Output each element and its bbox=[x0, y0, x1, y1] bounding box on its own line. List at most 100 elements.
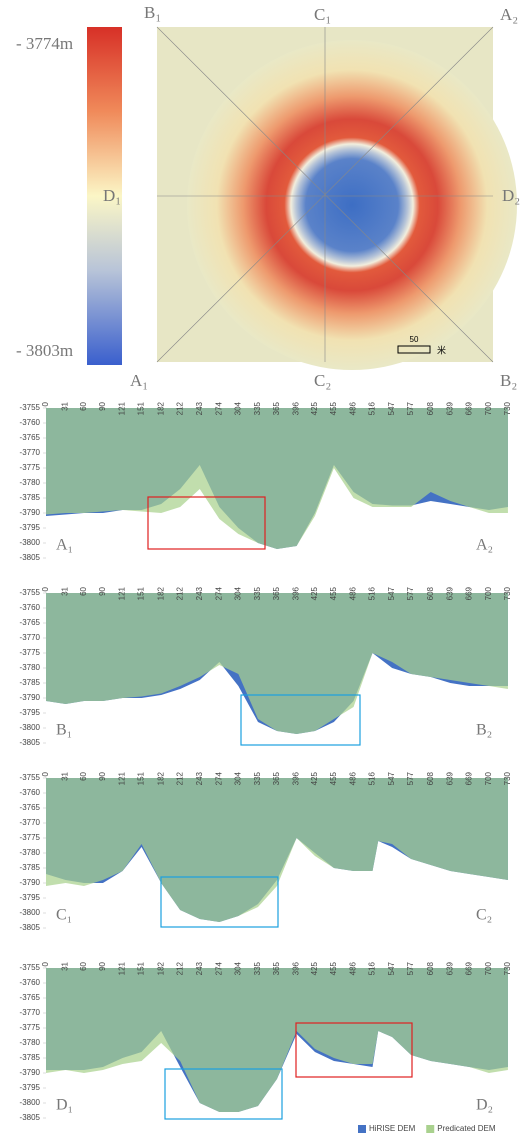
x-tick-label: 274 bbox=[214, 586, 223, 600]
y-tick-label: -3795 bbox=[20, 893, 41, 902]
x-tick-label: 365 bbox=[272, 401, 281, 415]
colorbar-max: - 3774m bbox=[16, 34, 73, 53]
y-tick-label: -3795 bbox=[20, 708, 41, 717]
area-series bbox=[46, 408, 508, 549]
x-tick-label: 0 bbox=[41, 961, 50, 966]
x-tick-label: 151 bbox=[137, 586, 146, 600]
x-tick-label: 212 bbox=[175, 586, 184, 600]
x-tick-label: 182 bbox=[156, 586, 165, 600]
x-tick-label: 0 bbox=[41, 771, 50, 776]
x-tick-label: 577 bbox=[406, 771, 415, 785]
y-tick-label: -3775 bbox=[20, 648, 41, 657]
x-tick-label: 669 bbox=[464, 961, 473, 975]
x-tick-label: 243 bbox=[195, 401, 204, 415]
x-tick-label: 425 bbox=[310, 586, 319, 600]
x-tick-label: 182 bbox=[156, 771, 165, 785]
y-tick-label: -3765 bbox=[20, 433, 41, 442]
x-tick-label: 547 bbox=[387, 771, 396, 785]
profile-end-label: B₂ bbox=[476, 722, 492, 739]
x-tick-label: 243 bbox=[195, 771, 204, 785]
legend-swatch bbox=[426, 1125, 434, 1133]
x-tick-label: 212 bbox=[175, 961, 184, 975]
x-tick-label: 151 bbox=[137, 401, 146, 415]
x-tick-label: 60 bbox=[79, 401, 88, 410]
x-tick-label: 121 bbox=[118, 401, 127, 415]
x-tick-label: 639 bbox=[445, 771, 454, 785]
legend-swatch bbox=[358, 1125, 366, 1133]
x-tick-label: 365 bbox=[272, 961, 281, 975]
x-tick-label: 639 bbox=[445, 586, 454, 600]
x-tick-label: 304 bbox=[233, 401, 242, 415]
y-tick-label: -3790 bbox=[20, 693, 41, 702]
x-tick-label: 577 bbox=[406, 401, 415, 415]
y-tick-label: -3755 bbox=[20, 773, 41, 782]
x-tick-label: 730 bbox=[503, 961, 512, 975]
x-tick-label: 669 bbox=[464, 586, 473, 600]
x-tick-label: 121 bbox=[118, 961, 127, 975]
x-tick-label: 31 bbox=[61, 401, 70, 410]
y-tick-label: -3800 bbox=[20, 723, 41, 732]
y-tick-label: -3760 bbox=[20, 978, 41, 987]
area-series bbox=[46, 968, 508, 1112]
y-tick-label: -3790 bbox=[20, 878, 41, 887]
point-label: A₂ bbox=[500, 5, 518, 24]
x-tick-label: 700 bbox=[484, 401, 493, 415]
x-tick-label: 700 bbox=[484, 771, 493, 785]
x-tick-label: 486 bbox=[349, 586, 358, 600]
x-tick-label: 639 bbox=[445, 401, 454, 415]
x-tick-label: 304 bbox=[233, 961, 242, 975]
x-tick-label: 455 bbox=[329, 961, 338, 975]
profile-charts: -3755 -3760 -3765 -3770 -3775 -3780 -3785 -3790… bbox=[20, 401, 513, 1133]
y-tick-label: -3780 bbox=[20, 663, 41, 672]
colorbar-min: - 3803m bbox=[16, 341, 73, 360]
y-tick-label: -3770 bbox=[20, 448, 41, 457]
profile-start-label: D₁ bbox=[56, 1097, 73, 1114]
x-tick-label: 516 bbox=[368, 586, 377, 600]
y-tick-label: -3805 bbox=[20, 1113, 41, 1122]
point-label: C₂ bbox=[314, 371, 331, 390]
x-tick-label: 335 bbox=[253, 771, 262, 785]
y-tick-label: -3795 bbox=[20, 1083, 41, 1092]
y-tick-label: -3770 bbox=[20, 633, 41, 642]
x-tick-label: 730 bbox=[503, 586, 512, 600]
y-tick-label: -3795 bbox=[20, 523, 41, 532]
x-tick-label: 182 bbox=[156, 401, 165, 415]
y-tick-label: -3770 bbox=[20, 818, 41, 827]
x-tick-label: 608 bbox=[426, 401, 435, 415]
x-tick-label: 577 bbox=[406, 961, 415, 975]
x-tick-label: 547 bbox=[387, 586, 396, 600]
y-tick-label: -3790 bbox=[20, 1068, 41, 1077]
x-tick-label: 60 bbox=[79, 961, 88, 970]
point-label: D₂ bbox=[502, 186, 520, 205]
x-tick-label: 274 bbox=[214, 401, 223, 415]
y-tick-label: -3775 bbox=[20, 833, 41, 842]
x-tick-label: 335 bbox=[253, 586, 262, 600]
point-label: A₁ bbox=[130, 371, 148, 390]
x-tick-label: 31 bbox=[61, 771, 70, 780]
point-label: C₁ bbox=[314, 5, 331, 24]
x-tick-label: 425 bbox=[310, 401, 319, 415]
point-label: D₁ bbox=[103, 186, 121, 205]
x-tick-label: 486 bbox=[349, 401, 358, 415]
y-tick-label: -3770 bbox=[20, 1008, 41, 1017]
point-label: B₁ bbox=[144, 3, 161, 22]
x-tick-label: 31 bbox=[61, 961, 70, 970]
x-tick-label: 335 bbox=[253, 961, 262, 975]
x-tick-label: 212 bbox=[175, 401, 184, 415]
x-tick-label: 669 bbox=[464, 771, 473, 785]
y-tick-label: -3775 bbox=[20, 1023, 41, 1032]
y-tick-label: -3755 bbox=[20, 403, 41, 412]
figure: - 3774m - 3803m 50 米 B₁ C₁ A₂ D₁ D₂ A₁ C… bbox=[0, 0, 526, 1137]
profile-end-label: D₂ bbox=[476, 1097, 493, 1114]
y-tick-label: -3780 bbox=[20, 1038, 41, 1047]
x-tick-label: 90 bbox=[98, 586, 107, 595]
y-tick-label: -3760 bbox=[20, 603, 41, 612]
crater bbox=[187, 40, 517, 370]
y-tick-label: -3800 bbox=[20, 1098, 41, 1107]
profile-end-label: A₂ bbox=[476, 537, 493, 554]
profile-start-label: B₁ bbox=[56, 722, 72, 739]
y-tick-label: -3805 bbox=[20, 923, 41, 932]
x-tick-label: 60 bbox=[79, 771, 88, 780]
y-tick-label: -3785 bbox=[20, 863, 41, 872]
y-tick-label: -3765 bbox=[20, 618, 41, 627]
